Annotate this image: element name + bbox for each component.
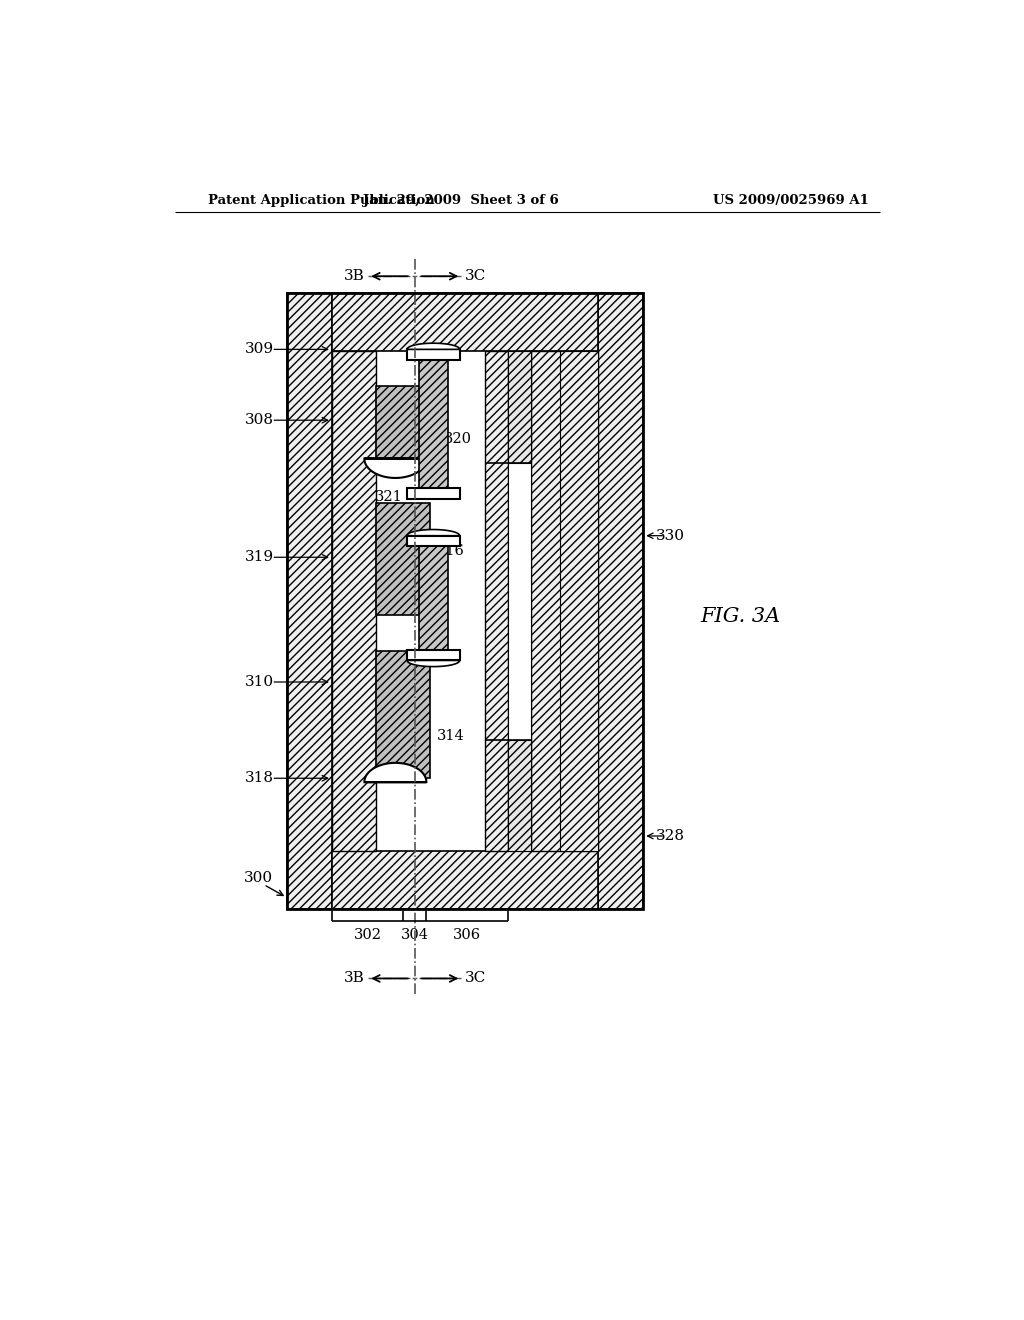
Text: 304: 304 — [400, 928, 429, 941]
Polygon shape — [407, 660, 460, 667]
Text: 306: 306 — [453, 928, 480, 941]
Text: 3B: 3B — [344, 269, 365, 284]
Text: 302: 302 — [353, 928, 382, 941]
Bar — [407, 536, 460, 546]
Text: Jan. 29, 2009  Sheet 3 of 6: Jan. 29, 2009 Sheet 3 of 6 — [364, 194, 559, 207]
Bar — [598, 293, 643, 909]
Bar — [376, 351, 484, 851]
Text: 3C: 3C — [465, 972, 486, 986]
Bar — [560, 351, 598, 851]
Text: 328: 328 — [656, 829, 685, 843]
Text: 316: 316 — [436, 544, 464, 558]
Bar — [287, 293, 643, 909]
Text: 309: 309 — [245, 342, 274, 356]
Bar — [419, 356, 449, 490]
Text: 318: 318 — [246, 771, 274, 785]
Bar — [531, 351, 598, 851]
Bar — [407, 488, 460, 499]
Bar — [484, 351, 508, 851]
Polygon shape — [407, 529, 460, 536]
Text: 319: 319 — [245, 550, 274, 564]
Text: 314: 314 — [436, 729, 464, 743]
Bar — [376, 651, 430, 779]
Polygon shape — [365, 459, 426, 478]
Bar — [508, 351, 531, 851]
Polygon shape — [365, 763, 426, 781]
Text: FIG. 3A: FIG. 3A — [700, 607, 780, 626]
Text: 312: 312 — [378, 706, 406, 719]
Text: 330: 330 — [656, 529, 685, 543]
Text: 310: 310 — [245, 675, 274, 689]
Bar — [376, 385, 430, 459]
Bar — [332, 293, 598, 351]
Bar — [407, 649, 460, 660]
Bar — [508, 739, 531, 851]
Bar — [376, 503, 430, 615]
Text: Patent Application Publication: Patent Application Publication — [208, 194, 434, 207]
Text: 3B: 3B — [344, 972, 365, 986]
Bar — [287, 293, 332, 909]
Text: 300: 300 — [244, 871, 272, 886]
Bar — [332, 851, 598, 909]
Bar — [419, 544, 449, 651]
Bar — [407, 350, 460, 360]
Polygon shape — [407, 343, 460, 350]
Text: 320: 320 — [443, 433, 471, 446]
Text: 321: 321 — [376, 490, 403, 504]
Text: 3C: 3C — [465, 269, 486, 284]
Bar — [287, 293, 643, 909]
Bar — [332, 351, 376, 851]
Bar — [508, 351, 531, 462]
Text: 308: 308 — [246, 413, 274, 428]
Text: US 2009/0025969 A1: US 2009/0025969 A1 — [713, 194, 869, 207]
